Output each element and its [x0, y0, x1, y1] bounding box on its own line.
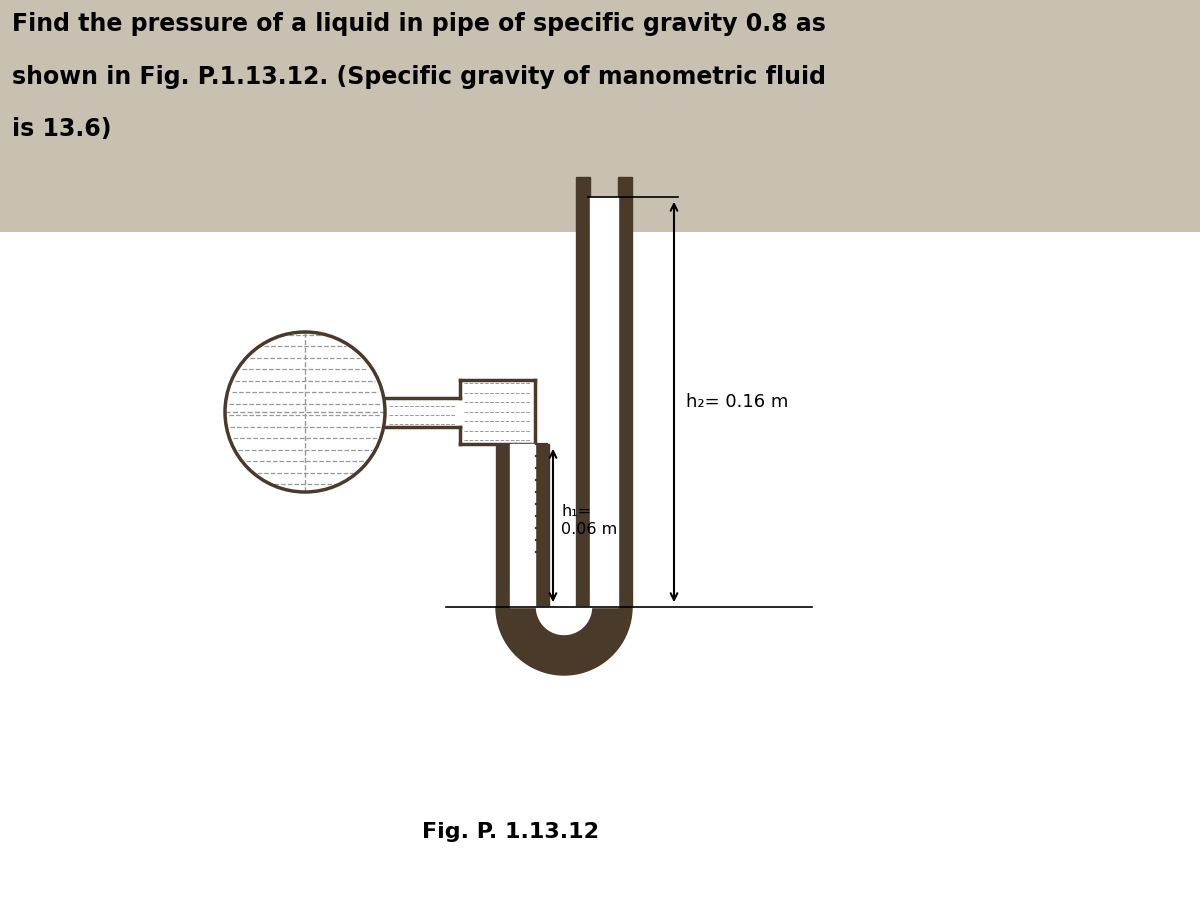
Polygon shape	[618, 177, 632, 197]
Polygon shape	[576, 177, 590, 197]
Circle shape	[226, 332, 385, 492]
Polygon shape	[496, 444, 510, 607]
Polygon shape	[510, 444, 535, 607]
Text: h₁=
0.06 m: h₁= 0.06 m	[562, 504, 617, 536]
Polygon shape	[536, 607, 592, 635]
Polygon shape	[460, 380, 535, 444]
Polygon shape	[576, 197, 590, 607]
Text: h₂= 0.16 m: h₂= 0.16 m	[686, 393, 788, 411]
Text: Find the pressure of a liquid in pipe of specific gravity 0.8 as: Find the pressure of a liquid in pipe of…	[12, 12, 826, 36]
Polygon shape	[385, 397, 460, 426]
Text: is 13.6): is 13.6)	[12, 117, 112, 141]
Text: shown in Fig. P.1.13.12. (Specific gravity of manometric fluid: shown in Fig. P.1.13.12. (Specific gravi…	[12, 65, 826, 89]
Polygon shape	[590, 197, 618, 607]
Bar	[0, 0, 1200, 232]
Polygon shape	[496, 607, 632, 675]
Polygon shape	[618, 197, 632, 607]
Polygon shape	[535, 444, 550, 607]
Text: Fig. P. 1.13.12: Fig. P. 1.13.12	[421, 822, 599, 842]
